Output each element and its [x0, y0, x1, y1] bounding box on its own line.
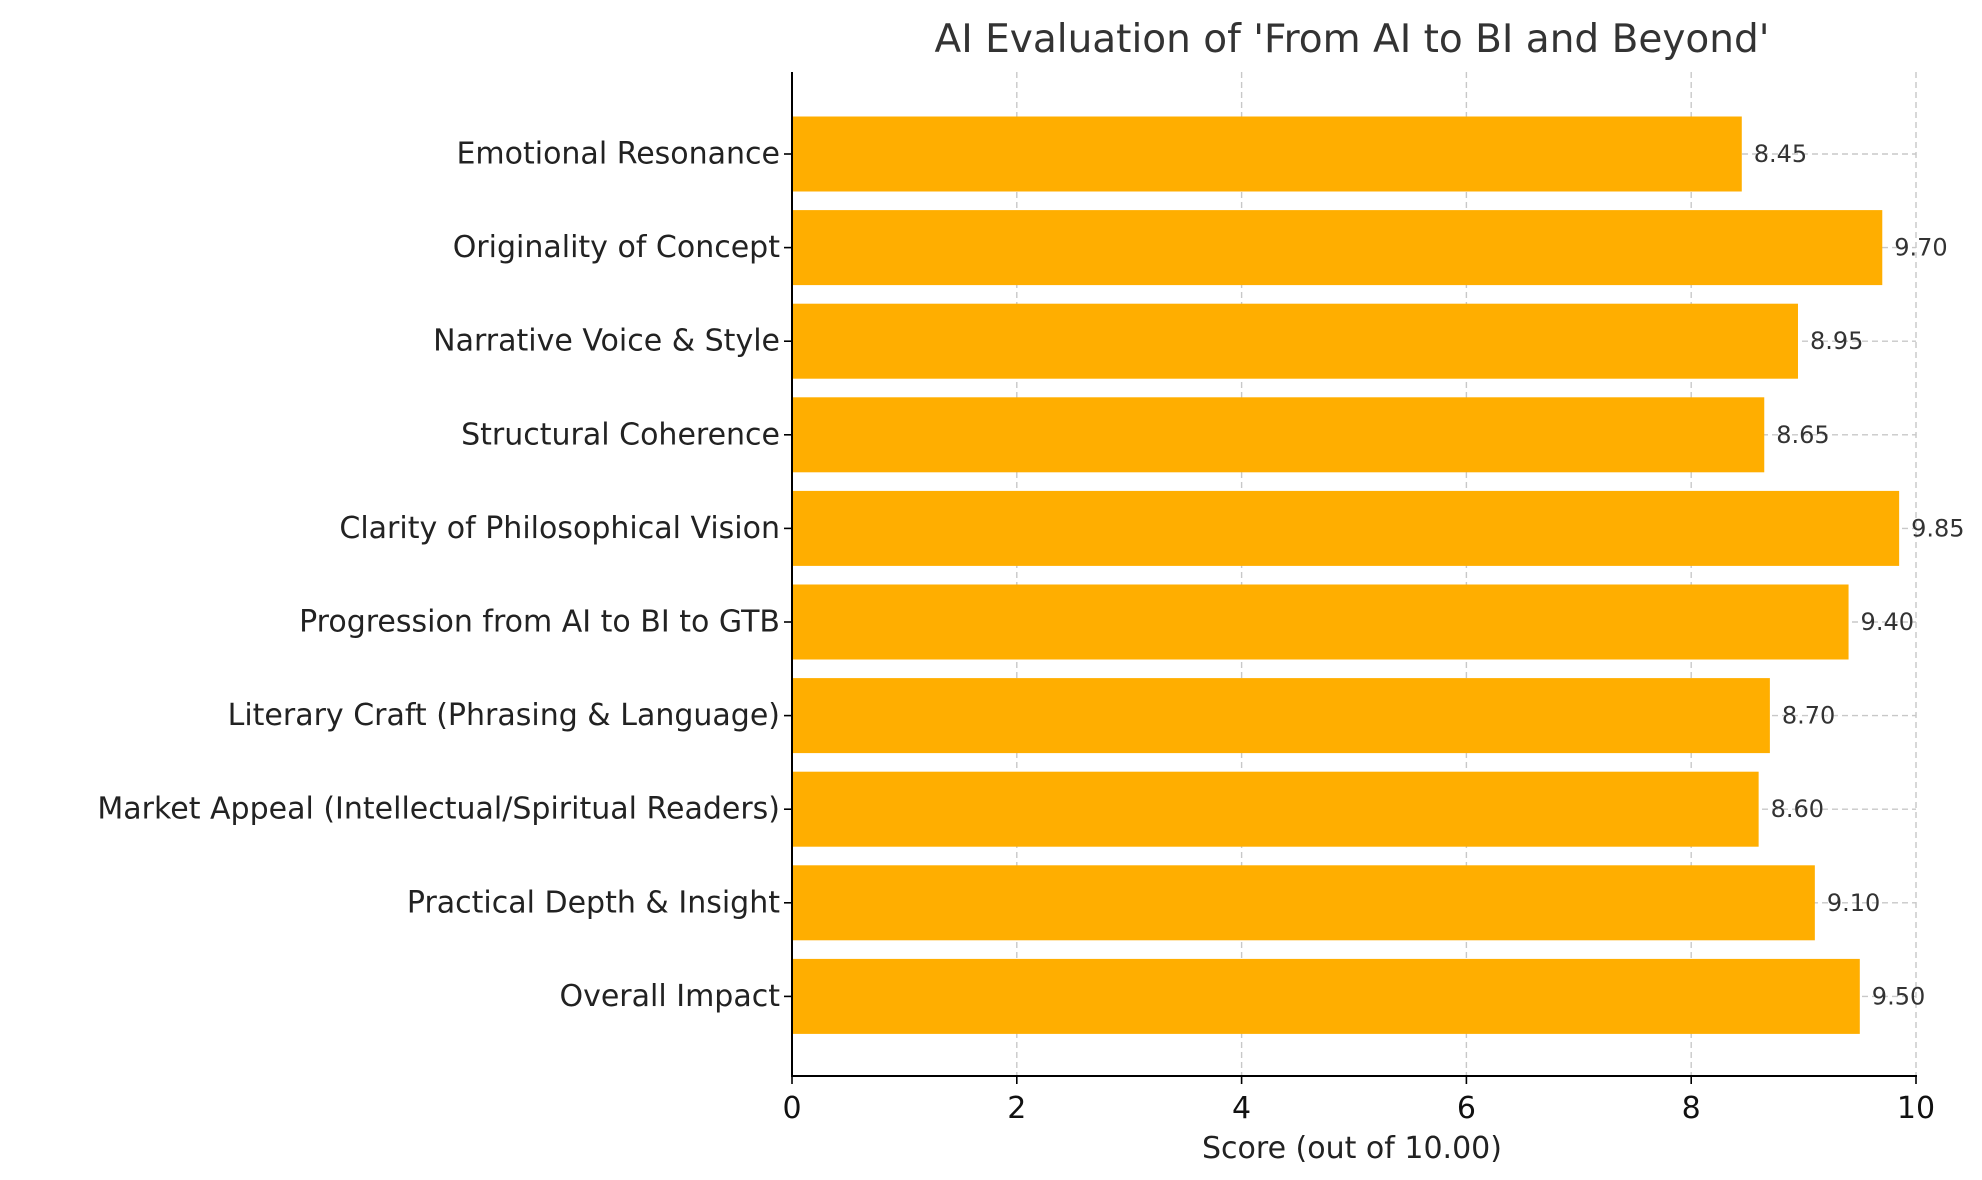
bar-value-label: 9.10	[1827, 889, 1880, 917]
x-axis-ticks: 0 2 4 6 8 10	[782, 153, 1935, 1126]
bar	[792, 771, 1759, 847]
x-axis-label: Score (out of 10.00)	[1202, 1131, 1502, 1166]
category-label: Overall Impact	[559, 979, 780, 1014]
bar	[792, 210, 1883, 286]
chart-title: AI Evaluation of 'From AI to BI and Beyo…	[935, 17, 1770, 62]
x-tick-label: 6	[1457, 1091, 1476, 1126]
bar-value-label: 9.70	[1894, 234, 1947, 262]
bar-value-label: 8.45	[1754, 140, 1807, 168]
bar	[792, 303, 1798, 379]
bar-value-label: 8.95	[1810, 327, 1863, 355]
bar	[792, 584, 1849, 660]
bar	[792, 865, 1815, 941]
category-label: Emotional Resonance	[456, 137, 780, 172]
category-label: Literary Craft (Phrasing & Language)	[228, 698, 780, 733]
category-label: Structural Coherence	[461, 417, 780, 452]
category-label: Clarity of Philosophical Vision	[339, 511, 780, 546]
bar	[792, 958, 1860, 1034]
x-tick-label: 4	[1232, 1091, 1251, 1126]
category-labels: Emotional Resonance Originality of Concep…	[97, 137, 780, 1014]
bar	[792, 490, 1900, 566]
bars	[792, 116, 1900, 1034]
bar-value-label: 8.65	[1776, 421, 1829, 449]
category-label: Progression from AI to BI to GTB	[299, 605, 780, 640]
bar-value-label: 8.60	[1771, 795, 1824, 823]
bar	[792, 397, 1765, 473]
x-tick-label: 10	[1897, 1091, 1935, 1126]
x-tick-label: 2	[1007, 1091, 1026, 1126]
x-tick-label: 0	[782, 1091, 801, 1126]
bar-value-label: 9.40	[1861, 608, 1914, 636]
value-labels: 8.45 9.70 8.95 8.65 9.85 9.40 8.70 8.60 9.10 9.50	[1754, 140, 1965, 1010]
bar-value-label: 9.50	[1872, 982, 1925, 1010]
bar	[792, 116, 1742, 192]
category-label: Market Appeal (Intellectual/Spiritual Re…	[97, 792, 780, 827]
bar	[792, 678, 1770, 754]
x-tick-label: 8	[1682, 1091, 1701, 1126]
bar-value-label: 8.70	[1782, 702, 1835, 730]
bar-value-label: 9.85	[1911, 514, 1964, 542]
category-label: Originality of Concept	[453, 230, 781, 265]
category-label: Narrative Voice & Style	[433, 324, 780, 359]
category-label: Practical Depth & Insight	[407, 885, 780, 920]
